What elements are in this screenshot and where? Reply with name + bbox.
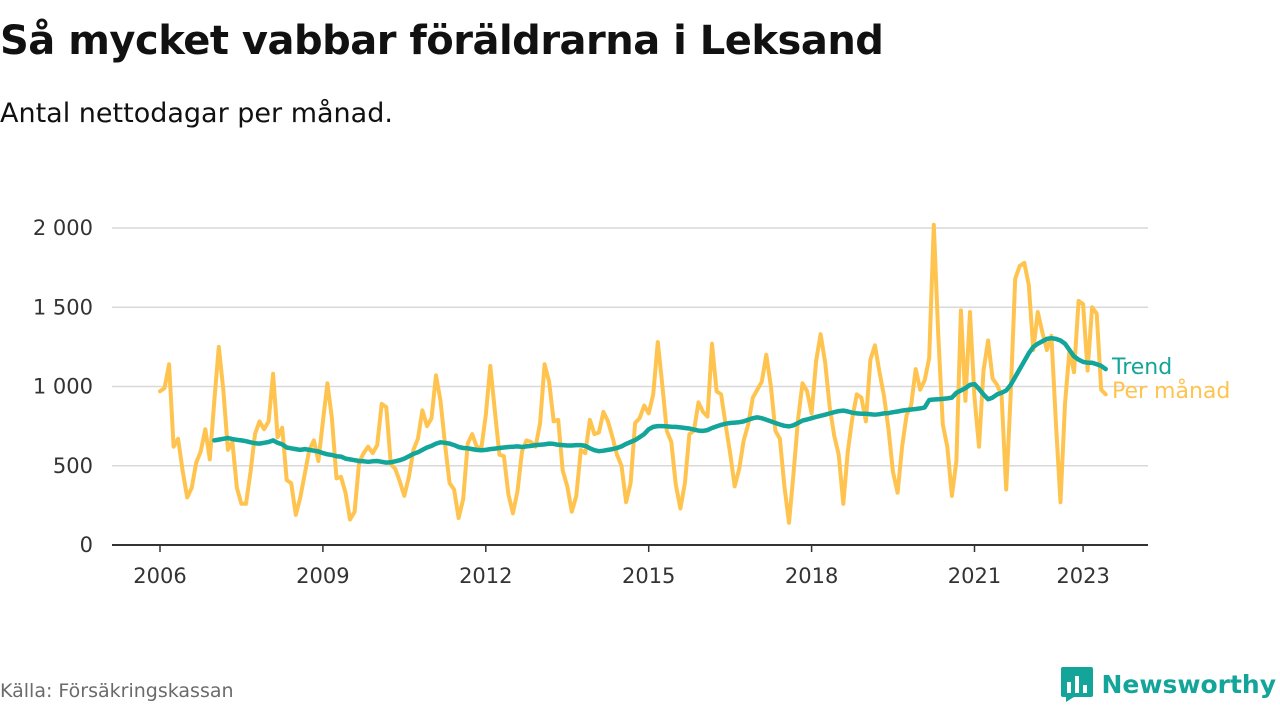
chart-title: Så mycket vabbar föräldrarna i Leksand [0,18,884,64]
series-lines [158,222,1108,525]
x-tick-label: 2015 [622,564,675,588]
series-line-trend [212,335,1108,465]
x-axis: 2006 2009 2012 2015 2018 2021 2023 [112,544,1148,588]
x-tick-label: 2023 [1056,564,1109,588]
source-note: Källa: Försäkringskassan [0,680,234,702]
series-label-trend: Trend [1111,355,1172,380]
series-line-per-manad [158,222,1108,525]
gridlines [112,227,1148,467]
y-tick-label: 1 500 [33,295,93,319]
y-tick-label: 2 000 [33,216,93,240]
x-tick-label: 2018 [785,564,838,588]
y-axis-tick-labels: 0 500 1 000 1 500 2 000 [33,216,93,557]
chart-subtitle: Antal nettodagar per månad. [0,98,393,129]
y-tick-label: 1 000 [33,375,93,399]
x-tick-label: 2009 [296,564,349,588]
newsworthy-brand: Newsworthy [1060,664,1277,704]
brand-name: Newsworthy [1101,669,1277,699]
series-label-per-manad: Per månad [1112,378,1230,404]
bar-chart-logo-icon [1060,667,1093,702]
y-tick-label: 500 [53,454,93,478]
y-tick-label: 0 [80,533,93,557]
x-tick-label: 2012 [459,564,512,588]
x-tick-label: 2006 [133,564,186,588]
x-tick-label: 2021 [948,564,1001,588]
